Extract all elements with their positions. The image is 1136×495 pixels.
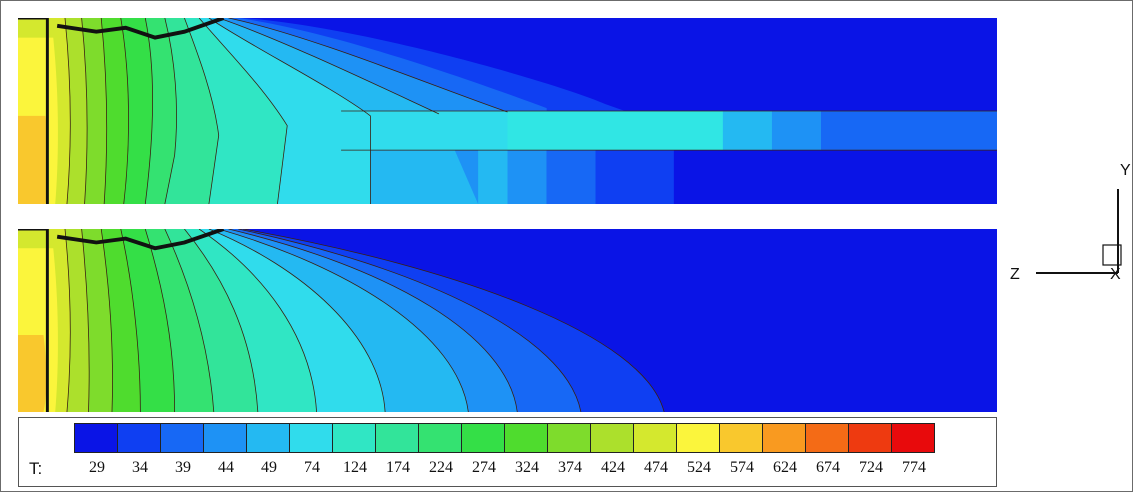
boundary-edge [18,229,49,412]
block-a [478,150,508,204]
legend-level-label: 474 [644,459,668,476]
z-axis-label: Z [1010,266,1020,283]
legend-level-label: 29 [89,459,105,476]
legend-level-label: 274 [472,459,496,476]
x-axis-box [1102,244,1122,266]
insert-strip-cell [722,111,772,151]
y-axis-label: Y [1120,162,1131,179]
legend-level-label: 374 [558,459,582,476]
legend-swatch [590,423,634,453]
tool-contact-edge [56,229,225,251]
legend-swatch [332,423,376,453]
legend-level-label: 49 [261,459,277,476]
legend-swatch [289,423,333,453]
legend-level-label: 224 [429,459,453,476]
legend-level-label: 674 [816,459,840,476]
legend-level-label: 34 [132,459,148,476]
block-d [595,150,674,204]
legend-level-label: 574 [730,459,754,476]
legend-swatch [418,423,462,453]
contour-lines-top [64,18,997,204]
legend-color-bar [74,423,935,453]
band-574 [18,115,49,204]
contour-svg-top [18,18,997,204]
block-c [546,150,596,204]
legend-swatch [504,423,548,453]
legend-swatch [74,423,118,453]
band-574 [18,334,47,412]
legend-variable-label: T: [29,459,43,478]
boundary-edge [18,18,49,204]
legend-level-label: 624 [773,459,797,476]
legend-swatch [762,423,806,453]
insert-strip-cell-2 [771,111,821,151]
legend-level-label: 424 [601,459,625,476]
block-b [507,150,547,204]
legend-swatch [848,423,892,453]
legend-swatch [461,423,505,453]
legend-level-label: 174 [386,459,410,476]
color-legend: T: 29 34 39 44 49 74 124 174 224 274 324 374 424 474 5… [18,417,997,487]
legend-level-label: 724 [859,459,883,476]
legend-level-label: 774 [902,459,926,476]
insert-strip-end [820,111,997,151]
legend-level-label: 124 [343,459,367,476]
legend-level-label: 324 [515,459,539,476]
x-axis-label: X [1110,266,1121,283]
contour-lines-bottom [64,229,665,412]
legend-swatch [117,423,161,453]
legend-level-label: 39 [175,459,191,476]
legend-swatch [160,423,204,453]
tool-contact-edge [56,18,225,40]
contour-svg-bottom [18,229,997,412]
legend-swatch [547,423,591,453]
legend-swatch [246,423,290,453]
legend-swatch [719,423,763,453]
axis-triad: Y Z X [1006,149,1134,289]
insert-strip-mid [507,111,723,151]
block-e [673,150,997,204]
contour-plot-bottom [18,229,997,412]
legend-tick-labels: 29 34 39 44 49 74 124 174 224 274 324 374 424 474 524 5… [19,459,996,481]
legend-swatch [375,423,419,453]
legend-swatch [676,423,720,453]
legend-level-label: 44 [218,459,234,476]
legend-swatch [805,423,849,453]
legend-swatch [891,423,935,453]
contour-plot-top [18,18,997,204]
axis-triad-svg: Y Z X [1010,162,1131,283]
legend-level-label: 524 [687,459,711,476]
legend-level-label: 74 [304,459,320,476]
legend-swatch [633,423,677,453]
legend-swatch [203,423,247,453]
